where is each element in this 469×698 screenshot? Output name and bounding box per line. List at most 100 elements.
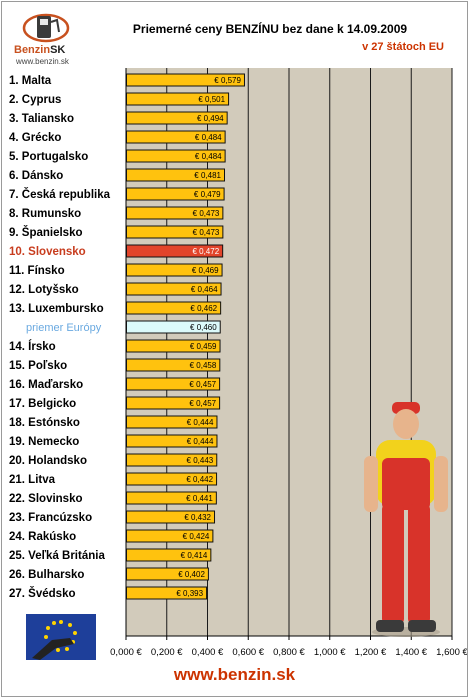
category-label: 3. Taliansko bbox=[9, 113, 74, 125]
bar-value-label: € 0,494 bbox=[197, 114, 224, 123]
category-label: 16. Maďarsko bbox=[9, 379, 83, 391]
category-label: 19. Nemecko bbox=[9, 436, 79, 448]
category-label: 20. Holandsko bbox=[9, 455, 87, 467]
category-label: 9. Španielsko bbox=[9, 226, 83, 239]
bar-value-label: € 0,473 bbox=[193, 209, 220, 218]
category-label: 4. Grécko bbox=[9, 132, 61, 144]
bar bbox=[126, 358, 221, 372]
bar bbox=[126, 244, 224, 258]
bar-value-label: € 0,484 bbox=[195, 152, 222, 161]
bar-value-label: € 0,443 bbox=[187, 456, 214, 465]
category-label: priemer Európy bbox=[26, 322, 102, 334]
x-tick-label: 0,200 € bbox=[151, 647, 183, 658]
bar-value-label: € 0,414 bbox=[181, 551, 208, 560]
category-label: 10. Slovensko bbox=[9, 246, 86, 258]
bar bbox=[126, 472, 218, 486]
bar bbox=[126, 586, 208, 600]
category-label: 23. Francúzsko bbox=[9, 512, 92, 524]
category-label: 17. Belgicko bbox=[9, 398, 76, 410]
category-label: 13. Luxembursko bbox=[9, 303, 104, 315]
bar bbox=[126, 187, 225, 201]
category-label: 12. Lotyšsko bbox=[9, 284, 79, 296]
bar-value-label: € 0,444 bbox=[187, 418, 214, 427]
category-label: 1. Malta bbox=[9, 75, 52, 87]
category-label: 14. Írsko bbox=[9, 340, 56, 353]
x-tick-label: 1,600 € bbox=[436, 647, 467, 658]
category-label: 18. Estónsko bbox=[9, 417, 80, 429]
bar bbox=[126, 73, 245, 87]
gas-station-worker-image bbox=[364, 402, 448, 637]
bar bbox=[126, 168, 226, 182]
bar-value-label: € 0,472 bbox=[192, 247, 219, 256]
bar bbox=[126, 149, 226, 163]
x-tick-label: 0,600 € bbox=[232, 647, 264, 658]
category-label: 7. Česká republika bbox=[9, 188, 111, 201]
bar bbox=[126, 92, 230, 106]
bar bbox=[126, 263, 223, 277]
bar bbox=[126, 206, 224, 220]
bar-value-label: € 0,481 bbox=[194, 171, 221, 180]
chart-title: Priemerné ceny BENZÍNU bez dane k 14.09.… bbox=[132, 22, 408, 36]
x-tick-label: 1,400 € bbox=[395, 647, 427, 658]
category-label: 6. Dánsko bbox=[9, 170, 63, 182]
category-label: 24. Rakúsko bbox=[9, 531, 76, 543]
bar-value-label: € 0,402 bbox=[178, 570, 205, 579]
bar bbox=[126, 453, 218, 467]
bar-value-label: € 0,469 bbox=[192, 266, 219, 275]
x-tick-label: 0,400 € bbox=[192, 647, 224, 658]
bar bbox=[126, 111, 228, 125]
x-tick-label: 1,200 € bbox=[355, 647, 387, 658]
bar bbox=[126, 320, 221, 334]
bar-value-label: € 0,457 bbox=[189, 399, 216, 408]
bar-value-label: € 0,464 bbox=[191, 285, 218, 294]
bar-value-label: € 0,457 bbox=[189, 380, 216, 389]
bar bbox=[126, 301, 222, 315]
bar bbox=[126, 567, 209, 581]
bar-value-label: € 0,442 bbox=[186, 475, 213, 484]
bar-value-label: € 0,432 bbox=[184, 513, 211, 522]
bar-value-label: € 0,441 bbox=[186, 494, 213, 503]
bar-value-label: € 0,393 bbox=[176, 589, 203, 598]
bar-value-label: € 0,579 bbox=[214, 76, 241, 85]
eu-fuel-nozzle-image bbox=[26, 614, 96, 660]
category-label: 25. Veľká Británia bbox=[9, 550, 105, 562]
bar-chart: € 0,579 € 0,501 € 0,494 € 0,484 € 0,484 € 0,4… bbox=[9, 68, 467, 658]
category-label: 26. Bulharsko bbox=[9, 569, 84, 581]
bar-value-label: € 0,458 bbox=[190, 361, 217, 370]
x-tick-label: 0,800 € bbox=[273, 647, 305, 658]
bar bbox=[126, 396, 221, 410]
x-tick-label: 1,000 € bbox=[314, 647, 346, 658]
bar-value-label: € 0,462 bbox=[190, 304, 217, 313]
category-label: 27. Švédsko bbox=[9, 587, 75, 600]
x-tick-label: 0,000 € bbox=[110, 647, 142, 658]
bar bbox=[126, 225, 224, 239]
category-label: 11. Fínsko bbox=[9, 265, 65, 277]
category-label: 21. Litva bbox=[9, 474, 56, 486]
bar-value-label: € 0,459 bbox=[190, 342, 217, 351]
bar bbox=[126, 491, 217, 505]
bar-value-label: € 0,424 bbox=[183, 532, 210, 541]
category-label: 8. Rumunsko bbox=[9, 208, 81, 220]
footer-url[interactable]: www.benzin.sk bbox=[173, 665, 296, 684]
bar-value-label: € 0,484 bbox=[195, 133, 222, 142]
category-label: 22. Slovinsko bbox=[9, 493, 83, 505]
bar-value-label: € 0,501 bbox=[198, 95, 225, 104]
bar-value-label: € 0,444 bbox=[187, 437, 214, 446]
category-label: 2. Cyprus bbox=[9, 94, 61, 106]
bar bbox=[126, 415, 218, 429]
logo-brand-text: BenzinSK bbox=[14, 44, 66, 56]
chart-subtitle: v 27 štátoch EU bbox=[362, 41, 444, 53]
bar-value-label: € 0,479 bbox=[194, 190, 221, 199]
bar bbox=[126, 434, 218, 448]
bar bbox=[126, 548, 212, 562]
category-label: 5. Portugalsko bbox=[9, 151, 88, 163]
bar bbox=[126, 282, 222, 296]
bar-value-label: € 0,473 bbox=[193, 228, 220, 237]
bar bbox=[126, 130, 226, 144]
bar bbox=[126, 529, 214, 543]
benzin-logo[interactable]: BenzinSK www.benzin.sk bbox=[10, 10, 90, 66]
category-label: 15. Poľsko bbox=[9, 360, 67, 372]
bar bbox=[126, 510, 216, 524]
logo-url-text: www.benzin.sk bbox=[16, 57, 69, 66]
